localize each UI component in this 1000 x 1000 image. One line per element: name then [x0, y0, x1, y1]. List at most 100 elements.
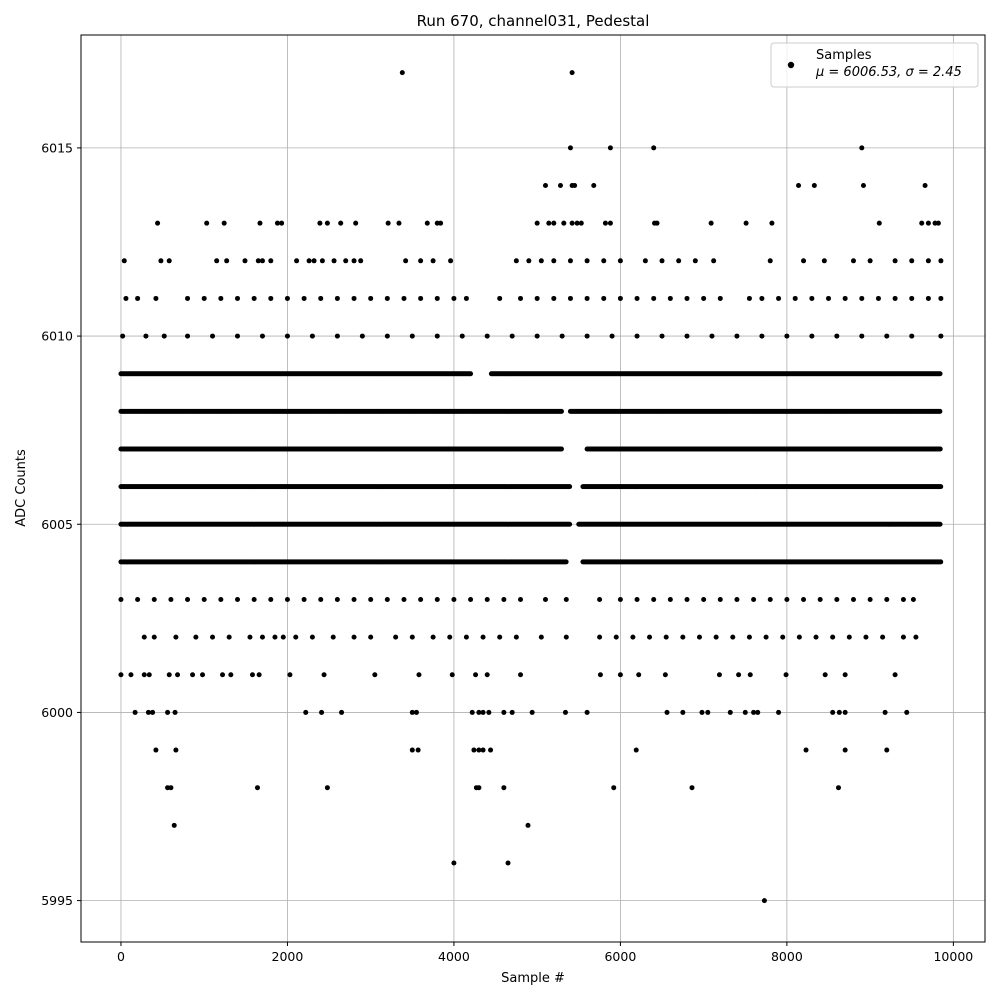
data-point: [343, 258, 349, 264]
data-point: [842, 747, 848, 753]
data-point: [813, 634, 819, 640]
data-point: [747, 672, 753, 678]
data-point: [317, 220, 323, 226]
legend-box: [770, 42, 979, 88]
data-point: [584, 709, 590, 715]
data-point: [574, 220, 580, 226]
data-point: [368, 295, 374, 301]
data-point: [867, 597, 873, 603]
data-point: [937, 371, 943, 377]
data-point: [486, 709, 492, 715]
data-point: [284, 295, 290, 301]
data-point: [776, 709, 782, 715]
data-point: [617, 295, 623, 301]
data-point: [830, 634, 836, 640]
data-point: [746, 634, 752, 640]
data-point: [611, 785, 617, 791]
legend-series-name: Samples: [816, 48, 872, 63]
data-point: [680, 634, 686, 640]
data-point: [201, 597, 207, 603]
data-point: [563, 634, 569, 640]
data-point: [309, 333, 315, 339]
data-point: [821, 258, 827, 264]
data-point: [505, 860, 511, 866]
data-point: [935, 220, 941, 226]
data-point: [567, 484, 573, 490]
data-point: [403, 258, 409, 264]
data-point: [884, 333, 890, 339]
data-point: [418, 258, 424, 264]
x-tick-label: 0: [117, 949, 125, 964]
data-point: [150, 709, 156, 715]
data-point: [476, 747, 482, 753]
data-point: [284, 597, 290, 603]
data-point: [562, 709, 568, 715]
data-point: [667, 597, 673, 603]
y-tick-label: 6000: [41, 705, 73, 720]
data-point: [699, 709, 705, 715]
data-point: [451, 295, 457, 301]
data-point: [331, 258, 337, 264]
data-point: [185, 295, 191, 301]
data-point: [256, 672, 262, 678]
data-point: [334, 597, 340, 603]
data-point: [166, 258, 172, 264]
data-point: [859, 295, 865, 301]
y-axis-label: ADC Counts: [14, 449, 29, 527]
data-point: [476, 709, 482, 715]
data-point: [647, 634, 653, 640]
data-point: [274, 220, 280, 226]
data-point: [401, 295, 407, 301]
data-point: [172, 709, 178, 715]
x-tick-label: 6000: [604, 949, 636, 964]
data-point: [763, 634, 769, 640]
data-point: [909, 333, 915, 339]
data-point: [761, 898, 767, 904]
data-point: [561, 220, 567, 226]
data-point: [221, 220, 227, 226]
data-point: [701, 295, 707, 301]
data-point: [801, 597, 807, 603]
data-point: [925, 295, 931, 301]
data-point: [155, 220, 161, 226]
data-point: [284, 333, 290, 339]
data-point: [613, 634, 619, 640]
data-point: [607, 145, 613, 151]
data-point: [659, 258, 665, 264]
data-point: [882, 709, 888, 715]
data-point: [358, 258, 364, 264]
data-point: [842, 672, 848, 678]
data-point: [743, 220, 749, 226]
data-point: [161, 333, 167, 339]
data-point: [534, 295, 540, 301]
data-point: [892, 295, 898, 301]
data-point: [153, 295, 159, 301]
data-point: [708, 220, 714, 226]
data-point: [501, 709, 507, 715]
data-point: [351, 634, 357, 640]
data-point: [880, 634, 886, 640]
data-point: [667, 295, 673, 301]
data-point: [359, 333, 365, 339]
y-tick-label: 5995: [41, 893, 73, 908]
data-point: [501, 785, 507, 791]
data-point: [900, 597, 906, 603]
data-point: [684, 295, 690, 301]
data-point: [513, 634, 519, 640]
data-point: [438, 220, 444, 226]
data-point: [384, 295, 390, 301]
data-point: [401, 597, 407, 603]
data-point: [294, 258, 300, 264]
data-point: [558, 408, 564, 414]
data-point: [716, 672, 722, 678]
data-point: [563, 559, 569, 565]
data-point: [701, 597, 707, 603]
data-point: [384, 597, 390, 603]
data-point: [651, 295, 657, 301]
data-point: [151, 634, 157, 640]
data-point: [200, 672, 206, 678]
data-point: [801, 258, 807, 264]
data-point: [168, 597, 174, 603]
data-point: [319, 709, 325, 715]
